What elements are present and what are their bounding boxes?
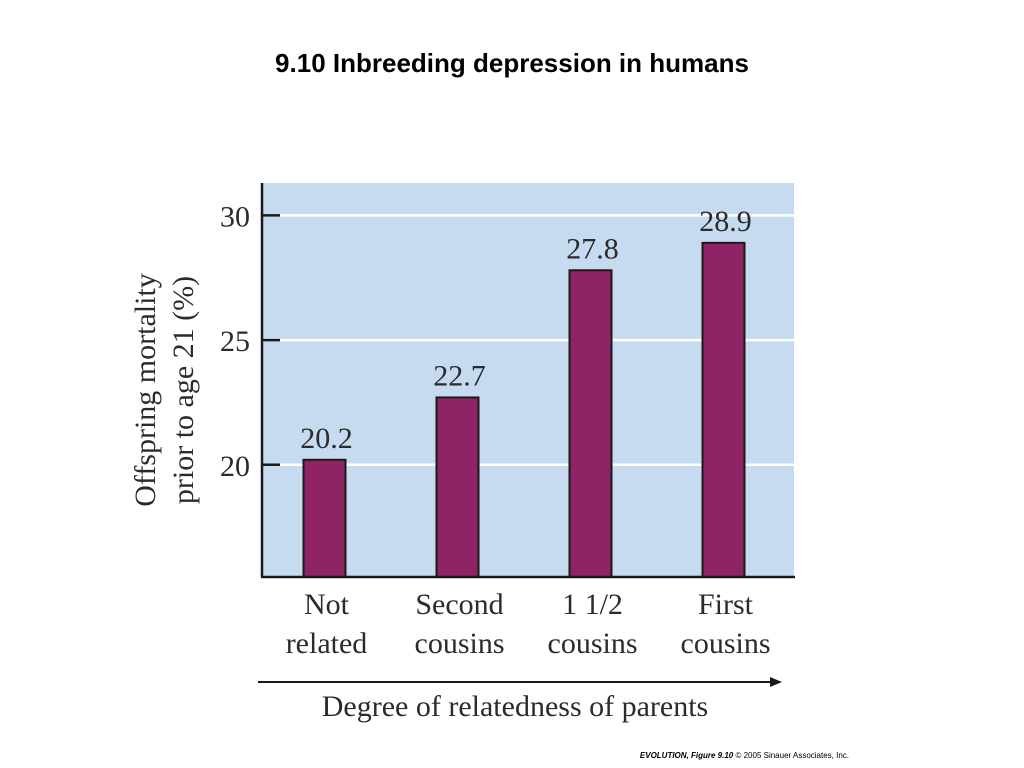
y-ticks: 20 25 30 <box>220 200 280 483</box>
figure-credit: EVOLUTION, Figure 9.10 © 2005 Sinauer As… <box>640 751 849 760</box>
x-tick-labels: Not related Second cousins 1 1/2 cousins First… <box>286 588 771 660</box>
y-axis-label-line2: prior to age 21 (%) <box>167 276 200 504</box>
x-tick-label: cousins <box>681 627 771 660</box>
bar <box>701 241 746 578</box>
x-tick-label: cousins <box>415 627 505 660</box>
x-tick-label: Second <box>415 588 503 621</box>
x-tick-label: related <box>286 627 368 660</box>
x-tick-label: Not <box>304 588 350 621</box>
y-tick-label: 25 <box>220 325 250 358</box>
bar-value-label: 22.7 <box>433 359 486 392</box>
x-tick-label: cousins <box>548 627 638 660</box>
x-tick-label: First <box>698 588 754 621</box>
bars <box>302 241 746 578</box>
y-tick-label: 30 <box>220 200 250 233</box>
y-tick-label: 20 <box>220 450 250 483</box>
credit-source: EVOLUTION, Figure 9.10 <box>639 751 734 760</box>
x-axis-label: Degree of relatedness of parents <box>322 690 708 723</box>
bar <box>435 396 480 578</box>
credit-copyright: © 2005 Sinauer Associates, Inc. <box>735 751 849 760</box>
slide-title: 9.10 Inbreeding depression in humans <box>275 48 749 78</box>
bar <box>302 458 347 578</box>
value-labels: 20.2 22.7 27.8 28.9 <box>300 205 752 455</box>
bar <box>568 269 613 578</box>
bar-value-label: 27.8 <box>566 232 619 265</box>
y-axis-label-line1: Offspring mortality <box>129 273 162 507</box>
bar-value-label: 28.9 <box>699 205 752 238</box>
bar-value-label: 20.2 <box>300 422 353 455</box>
x-tick-label: 1 1/2 <box>562 588 623 621</box>
